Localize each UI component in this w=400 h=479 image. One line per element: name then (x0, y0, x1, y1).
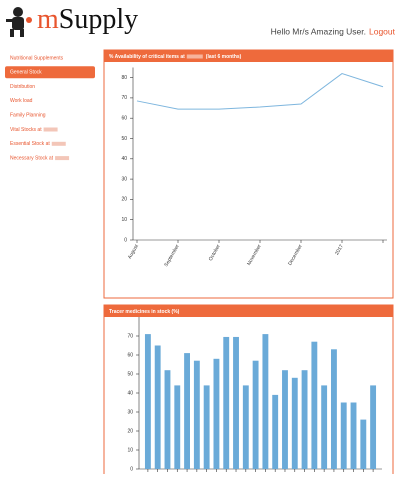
y-tick-label: 20 (121, 197, 127, 203)
nav-item[interactable]: Family Planning (10, 113, 46, 119)
logout-link[interactable]: Logout (369, 26, 396, 36)
bar (174, 385, 181, 469)
nav-item[interactable]: Work load (10, 98, 33, 104)
redacted (51, 141, 66, 146)
bar (184, 353, 190, 469)
nav-active-bg (5, 66, 95, 79)
nav-item[interactable]: Vital Stocks at (10, 127, 42, 133)
bar (233, 336, 239, 469)
panel (103, 49, 394, 299)
bar (164, 370, 171, 469)
redacted (186, 54, 203, 59)
bar (321, 385, 328, 469)
bar (370, 385, 377, 469)
bar (223, 336, 230, 469)
bar (331, 349, 337, 469)
bar (301, 370, 308, 469)
logo-icon (6, 7, 32, 37)
y-tick-label: 30 (127, 409, 133, 415)
y-tick-label: 60 (127, 352, 133, 358)
nav-item[interactable]: Nutritional Supplements (10, 55, 64, 61)
y-tick-label: 80 (121, 75, 127, 81)
y-tick-label: 60 (121, 116, 127, 122)
panel-title: Tracer medicines in stock (%) (109, 309, 180, 315)
line-series (136, 72, 384, 110)
bar (350, 402, 357, 469)
logo-rest: Supply (59, 4, 138, 35)
bar (242, 385, 249, 469)
redacted (43, 127, 58, 132)
bar (252, 360, 259, 469)
panel-header (104, 305, 393, 317)
nav-item[interactable]: Distribution (10, 84, 35, 90)
bar (262, 334, 269, 469)
y-tick-label: 70 (127, 333, 133, 339)
redacted (55, 156, 70, 161)
y-tick-label: 50 (127, 371, 133, 377)
y-tick-label: 10 (127, 447, 133, 453)
bar (213, 358, 220, 469)
y-tick-label: 50 (121, 136, 127, 142)
bar (203, 385, 210, 469)
bar (144, 334, 151, 469)
y-tick-label: 20 (127, 428, 133, 434)
bar (272, 394, 279, 469)
nav-item[interactable]: General Stock (10, 70, 42, 76)
panel-title-note: (last 6 months) (206, 54, 242, 60)
logo-text: mSupply (37, 4, 138, 35)
greeting: Hello Mr/s Amazing User. (271, 26, 366, 36)
x-tick-label: 2017 (334, 243, 345, 256)
nav-item[interactable]: Necessary Stock at (10, 155, 54, 161)
sidebar: Nutritional Supplements General Stock Dist… (5, 55, 95, 161)
y-tick-label: 0 (130, 466, 133, 472)
bar (340, 402, 347, 469)
bar (291, 377, 298, 469)
bar (311, 341, 318, 469)
bar (193, 360, 200, 469)
y-tick-label: 70 (121, 95, 127, 101)
bar (282, 370, 288, 469)
y-tick-label: 40 (121, 156, 127, 162)
panels: % Availability of critical items at (last… (103, 49, 394, 479)
y-tick-label: 0 (124, 237, 127, 243)
bar (360, 419, 367, 469)
logo-m: m (37, 4, 59, 35)
y-tick-label: 40 (127, 390, 133, 396)
panel-title: % Availability of critical items at (109, 54, 185, 60)
bar (154, 345, 161, 469)
nav-item[interactable]: Essential Stock at (10, 141, 50, 147)
panel-header (104, 50, 393, 62)
y-tick-label: 30 (121, 176, 127, 182)
y-tick-label: 10 (121, 217, 127, 223)
